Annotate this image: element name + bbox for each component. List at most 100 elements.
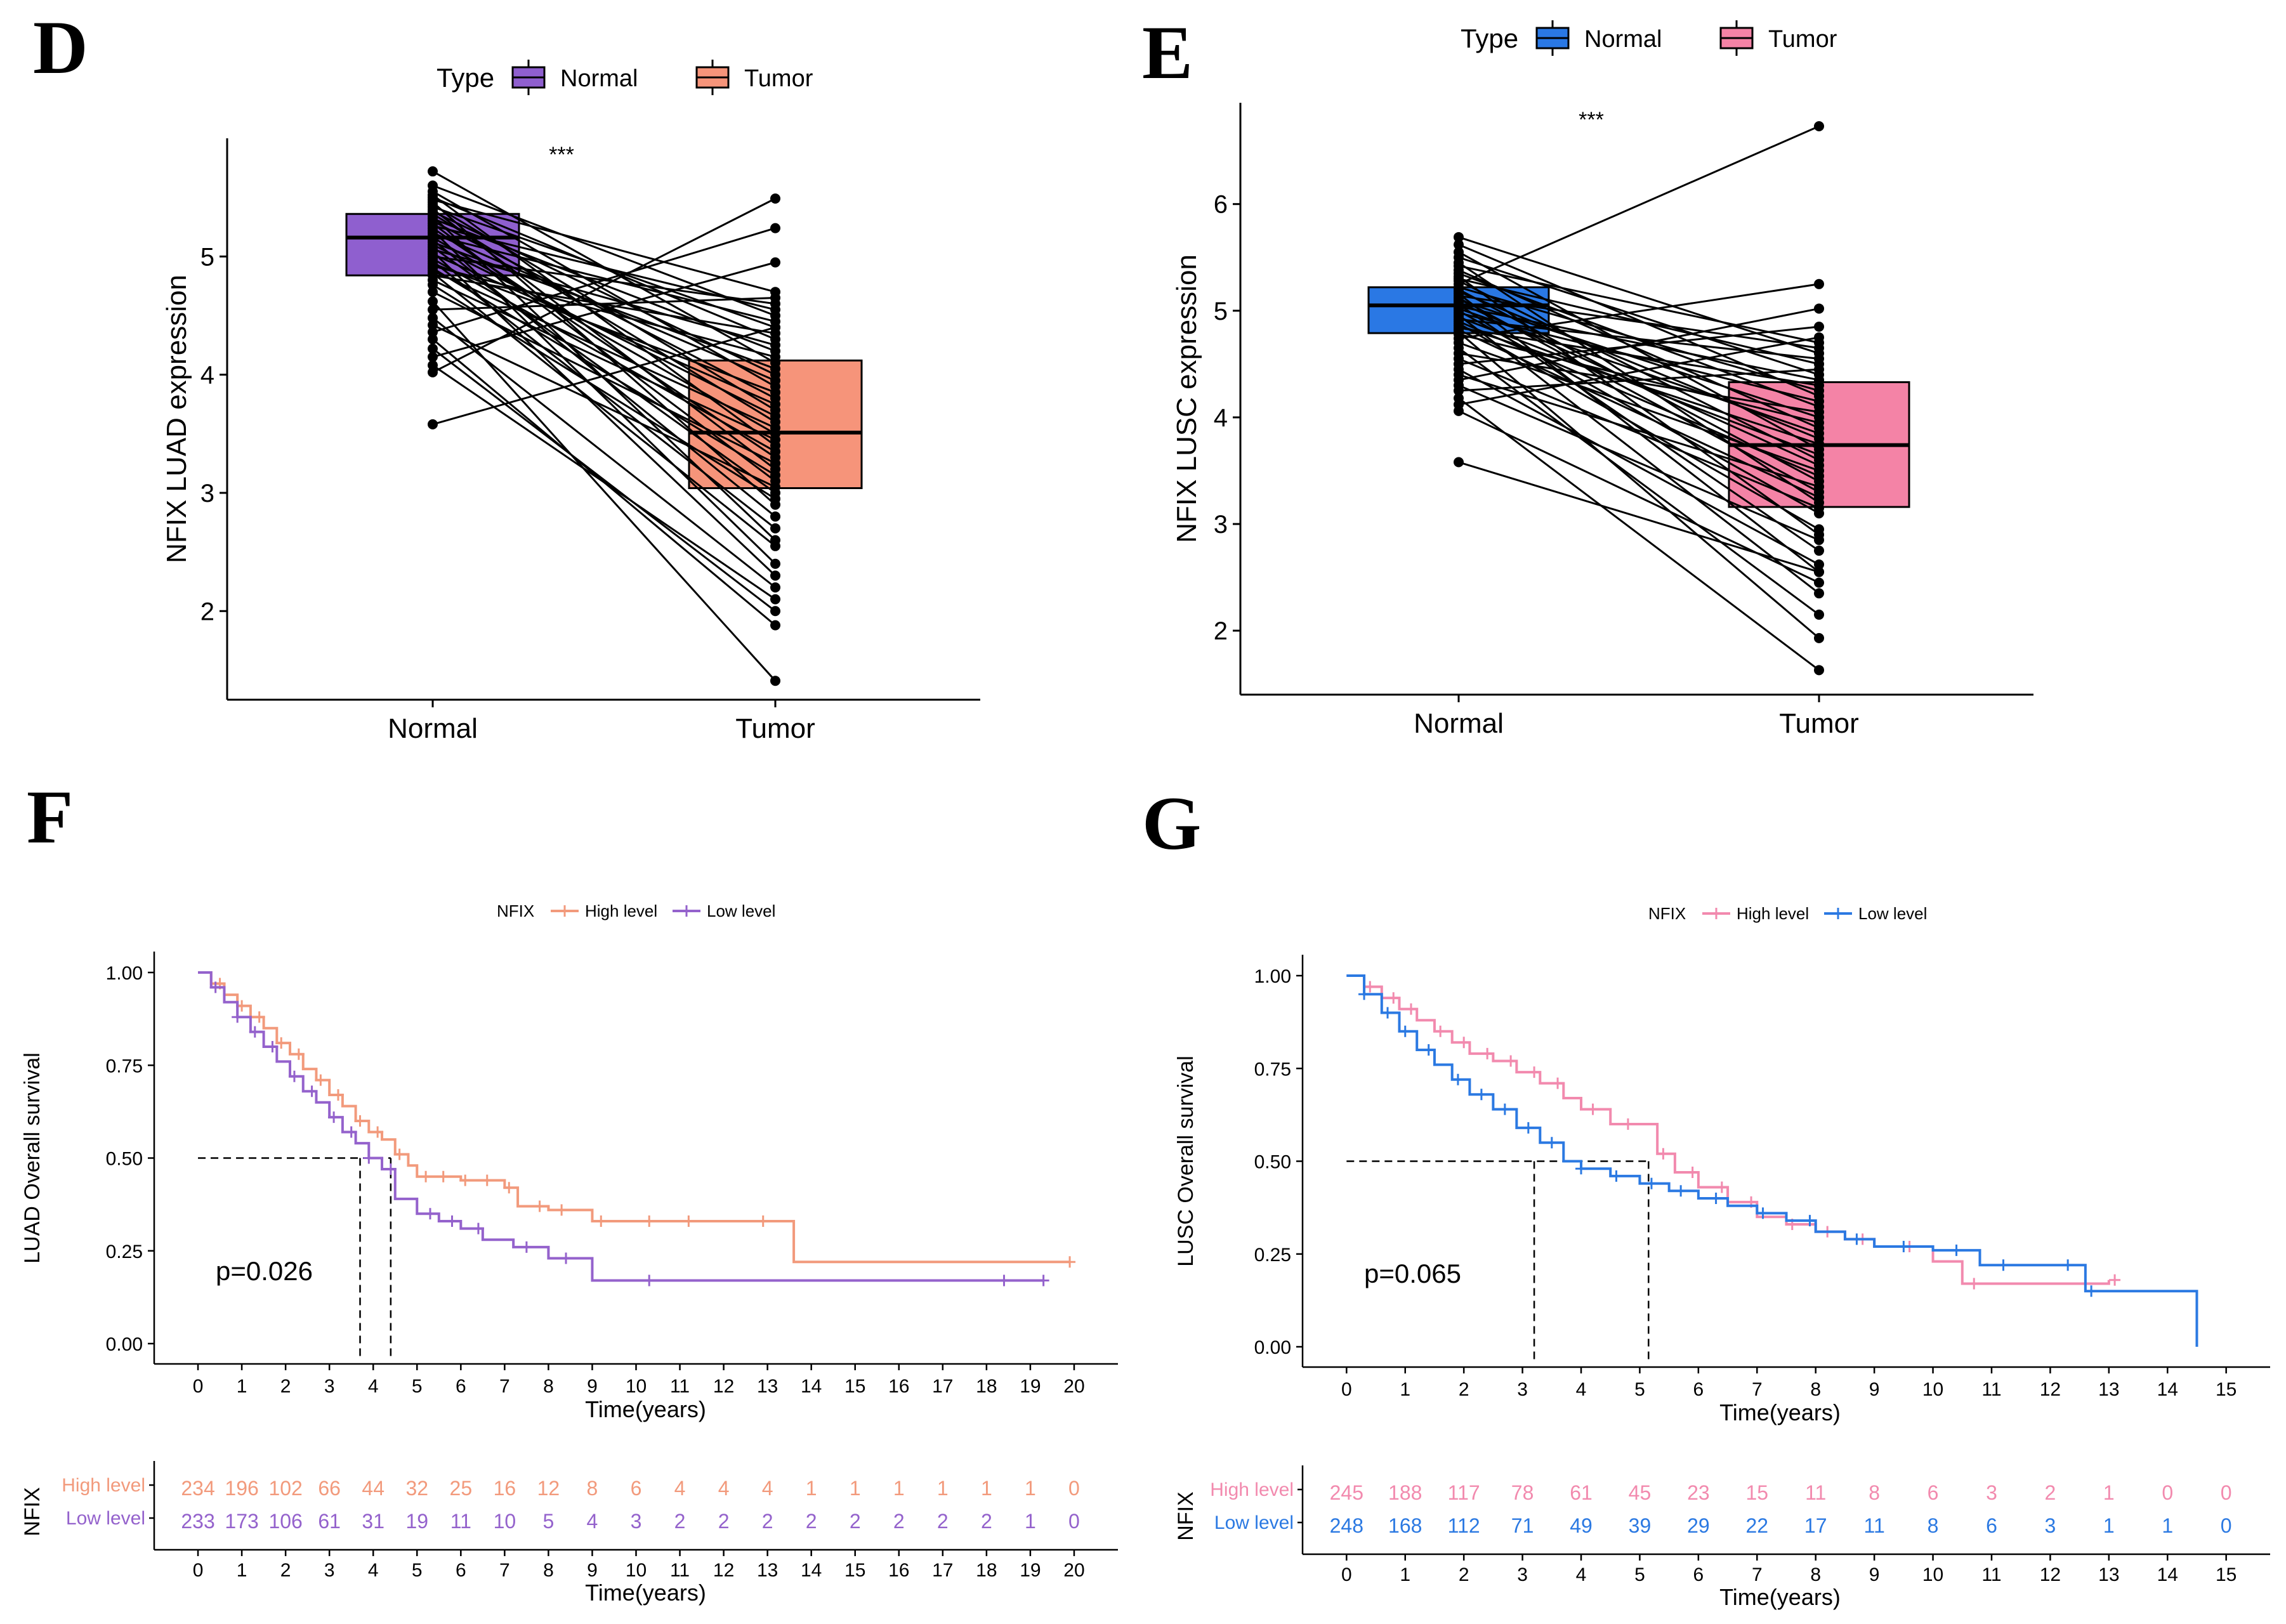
legend-label-low-level: Low level: [1858, 904, 1927, 923]
paired-line: [1458, 324, 1820, 445]
tumor-point: [1814, 524, 1824, 535]
paired-line: [432, 265, 776, 358]
tumor-point: [1814, 417, 1824, 428]
paired-line: [432, 246, 776, 494]
risk-count: 22: [1745, 1514, 1768, 1537]
paired-line: [1458, 325, 1820, 365]
x-tick-label: 12: [2040, 1379, 2061, 1400]
risk-count: 0: [1068, 1510, 1080, 1533]
x-tick-label: 2: [1459, 1379, 1469, 1400]
survival-curve-low-level: [1346, 974, 2198, 1347]
censor-mark: [595, 1215, 607, 1227]
risk-count: 78: [1511, 1481, 1534, 1504]
tumor-point: [1814, 343, 1824, 353]
tumor-point: [770, 340, 780, 351]
censor-mark: [253, 1011, 265, 1023]
luad-boxplot-panel: 2 3 4 5 Normal Tumor NFIX LUAD expression *** Ty…: [161, 60, 980, 744]
censor-mark: [1358, 988, 1370, 1000]
tumor-point: [1814, 121, 1824, 131]
paired-line: [1458, 294, 1820, 350]
risk-count: 2: [937, 1510, 949, 1533]
risk-x-tick-label: 10: [626, 1560, 647, 1581]
risk-count: 10: [494, 1510, 516, 1533]
paired-line: [1458, 251, 1820, 450]
censor-mark: [209, 981, 221, 993]
survival-curve-low-level: [198, 971, 1044, 1282]
paired-line: [432, 348, 776, 612]
risk-count: 71: [1511, 1514, 1534, 1537]
censor-mark: [1675, 1185, 1687, 1197]
y-tick-label: 3: [1214, 511, 1228, 539]
risk-count: 0: [2221, 1514, 2232, 1537]
tumor-point: [1814, 322, 1824, 332]
risk-count: 5: [543, 1510, 555, 1533]
censor-mark: [1481, 1047, 1494, 1059]
risk-count: 117: [1448, 1481, 1480, 1504]
paired-line: [432, 317, 776, 589]
censor-mark: [1528, 1066, 1540, 1078]
paired-line: [1458, 461, 1820, 573]
risk-table-title: NFIX: [20, 1487, 44, 1536]
censor-mark: [1710, 1193, 1722, 1204]
paired-line: [1458, 305, 1820, 381]
paired-line: [1458, 272, 1820, 408]
censor-mark: [345, 1126, 357, 1138]
risk-x-tick-label: 2: [280, 1560, 291, 1581]
x-tick-label: 17: [932, 1376, 953, 1397]
y-tick-label: 0.25: [1254, 1245, 1291, 1266]
tumor-point: [770, 193, 780, 204]
paired-line: [432, 297, 776, 311]
tumor-point: [1814, 396, 1824, 407]
legend-label-high-level: High level: [1737, 904, 1809, 923]
normal-point: [428, 327, 438, 337]
survival-curve-high-level: [1346, 974, 2110, 1285]
risk-x-tick-label: 7: [1752, 1564, 1763, 1585]
tumor-point: [770, 558, 780, 569]
censor-mark: [2109, 1274, 2121, 1286]
tumor-point: [1814, 481, 1824, 492]
risk-count: 4: [674, 1477, 686, 1500]
risk-x-tick-label: 19: [1020, 1560, 1041, 1581]
paired-line: [432, 253, 776, 405]
censor-mark: [1587, 1103, 1599, 1115]
censor-mark: [1804, 1215, 1816, 1227]
x-tick-label: 7: [499, 1376, 510, 1397]
y-tick-label: 4: [200, 362, 214, 390]
normal-point: [428, 419, 438, 429]
panel-label-f: F: [27, 775, 73, 859]
x-tick-label: Normal: [388, 713, 478, 744]
tumor-point: [1814, 364, 1824, 375]
risk-count: 61: [318, 1510, 341, 1533]
tumor-point: [770, 481, 780, 492]
x-tick-label: Tumor: [1779, 708, 1859, 739]
y-tick-label: 0.00: [106, 1334, 143, 1355]
risk-count: 2: [806, 1510, 817, 1533]
risk-x-tick-label: 12: [713, 1560, 734, 1581]
risk-count: 19: [405, 1510, 428, 1533]
tumor-point: [1814, 559, 1824, 570]
risk-count: 6: [1986, 1514, 1997, 1537]
y-tick-label: 6: [1214, 191, 1228, 219]
tumor-point: [770, 470, 780, 480]
risk-count: 16: [494, 1477, 516, 1500]
paired-line: [1458, 368, 1820, 392]
paired-line: [1458, 236, 1820, 355]
tumor-point: [770, 494, 780, 504]
risk-count: 2: [850, 1510, 861, 1533]
risk-x-tick-label: 11: [670, 1560, 690, 1581]
luad-survival-panel: 0.000.250.500.751.000 1 2 3 4 5 6 7 8 9 10 11 12 13 14…: [20, 901, 1118, 1606]
tumor-point: [770, 410, 780, 421]
risk-x-tick-label: 1: [1400, 1564, 1410, 1585]
legend-title: NFIX: [497, 901, 534, 920]
risk-x-tick-label: 8: [543, 1560, 554, 1581]
tumor-point: [770, 606, 780, 617]
legend-label-high-level: High level: [585, 901, 657, 920]
censor-mark: [1499, 1103, 1511, 1115]
paired-line: [432, 190, 776, 388]
normal-point: [428, 360, 438, 370]
legend-label-normal: Normal: [1584, 26, 1662, 53]
risk-x-tick-label: 20: [1063, 1560, 1084, 1581]
risk-count: 8: [587, 1477, 598, 1500]
x-tick-label: 18: [976, 1376, 997, 1397]
